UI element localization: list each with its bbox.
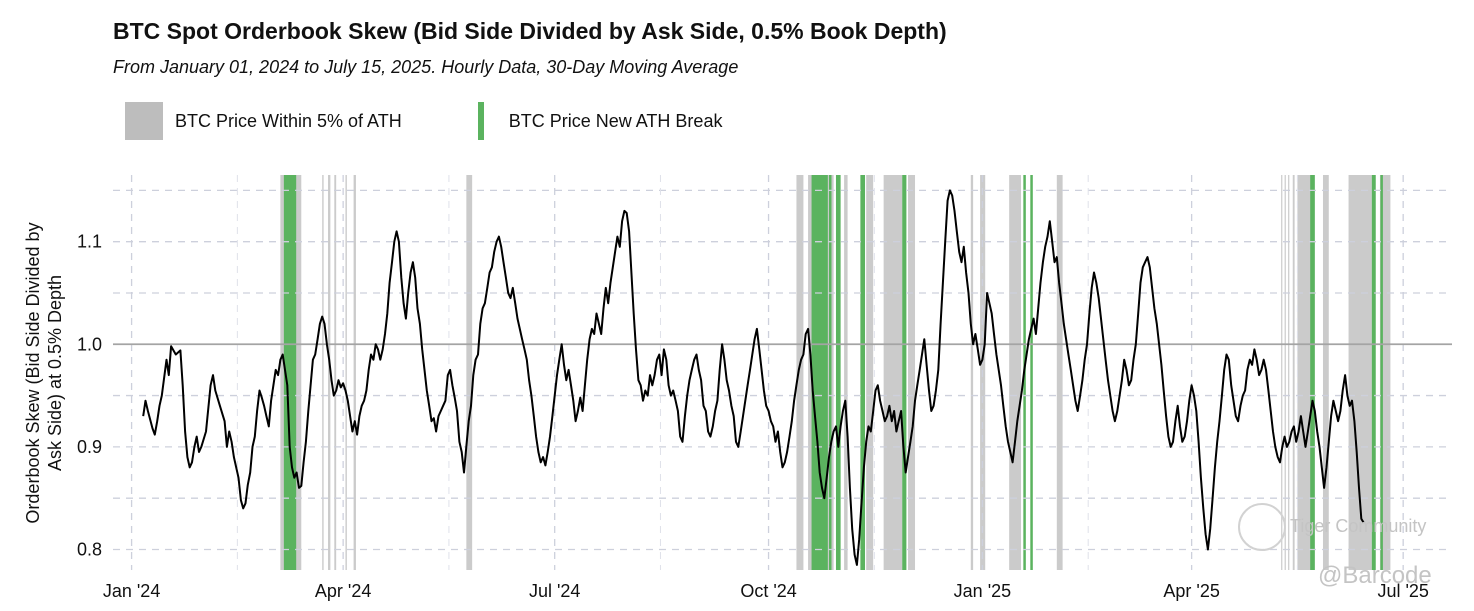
ath-within-5pct-band-12 (908, 175, 916, 570)
new-ath-break-band-1 (811, 175, 828, 570)
ath-within-5pct-band-15 (1009, 175, 1022, 570)
new-ath-break-band-5 (902, 175, 907, 570)
new-ath-break-band-2 (828, 175, 832, 570)
ath-within-5pct-band-2 (328, 175, 331, 570)
watermark-tiger-community: Tiger Community (1290, 516, 1427, 536)
watermark-barcode: @Barcode (1318, 562, 1432, 589)
new-ath-break-band-7 (1030, 175, 1033, 570)
ath-within-5pct-band-17 (1281, 175, 1283, 570)
x-tick-label-6: Jul '25 (1377, 581, 1428, 601)
ath-within-5pct-band-4 (345, 175, 347, 570)
ath-within-5pct-band-21 (1297, 175, 1314, 570)
new-ath-break-band-8 (1310, 175, 1315, 570)
ath-within-5pct-band-5 (353, 175, 356, 570)
ath-within-5pct-band-20 (1292, 175, 1295, 570)
ath-within-5pct-band-22 (1322, 175, 1329, 570)
ath-within-5pct-band-18 (1284, 175, 1286, 570)
new-ath-break-band-10 (1380, 175, 1383, 570)
new-ath-break-band-9 (1371, 175, 1376, 570)
chart-title: BTC Spot Orderbook Skew (Bid Side Divide… (113, 18, 947, 44)
y-tick-label-2: 1.0 (77, 334, 102, 354)
x-tick-label-0: Jan '24 (103, 581, 160, 601)
x-tick-label-5: Apr '25 (1163, 581, 1219, 601)
x-tick-label-3: Oct '24 (740, 581, 796, 601)
y-tick-label-0: 0.8 (77, 539, 102, 559)
ath-within-5pct-band-13 (970, 175, 974, 570)
legend-label-new-ath-break: BTC Price New ATH Break (508, 110, 723, 131)
ath-within-5pct-band-19 (1288, 175, 1290, 570)
chart-subtitle: From January 01, 2024 to July 15, 2025. … (113, 57, 739, 77)
y-tick-label-3: 1.1 (77, 232, 102, 252)
y-tick-label-1: 0.9 (77, 437, 102, 457)
ath-within-5pct-band-1 (322, 175, 324, 570)
new-ath-break-band-4 (860, 175, 866, 570)
new-ath-break-band-3 (835, 175, 841, 570)
ath-within-5pct-band-7 (796, 175, 804, 570)
ath-within-5pct-band-24 (1379, 175, 1391, 570)
ath-within-5pct-band-23 (1348, 175, 1372, 570)
ath-within-5pct-band-3 (334, 175, 337, 570)
ath-within-5pct-band-9 (844, 175, 848, 570)
legend-swatch-green (477, 102, 484, 140)
x-tick-label-2: Jul '24 (529, 581, 580, 601)
skew-series-line (142, 189, 1365, 566)
legend-item-within-5pct-ath: BTC Price Within 5% of ATH (125, 102, 402, 140)
legend-label-within-5pct-ath: BTC Price Within 5% of ATH (175, 110, 402, 131)
ath-within-5pct-band-10 (866, 175, 874, 570)
x-tick-label-4: Jan '25 (954, 581, 1011, 601)
watermark-logo-icon (1238, 503, 1286, 551)
ath-within-5pct-band-16 (1056, 175, 1063, 570)
ath-within-5pct-band-11 (883, 175, 903, 570)
legend-item-new-ath-break: BTC Price New ATH Break (464, 102, 723, 140)
legend-swatch-gray (125, 102, 163, 140)
legend: BTC Price Within 5% of ATH BTC Price New… (125, 102, 784, 140)
x-tick-label-1: Apr '24 (315, 581, 371, 601)
ath-within-5pct-band-6 (466, 175, 473, 570)
